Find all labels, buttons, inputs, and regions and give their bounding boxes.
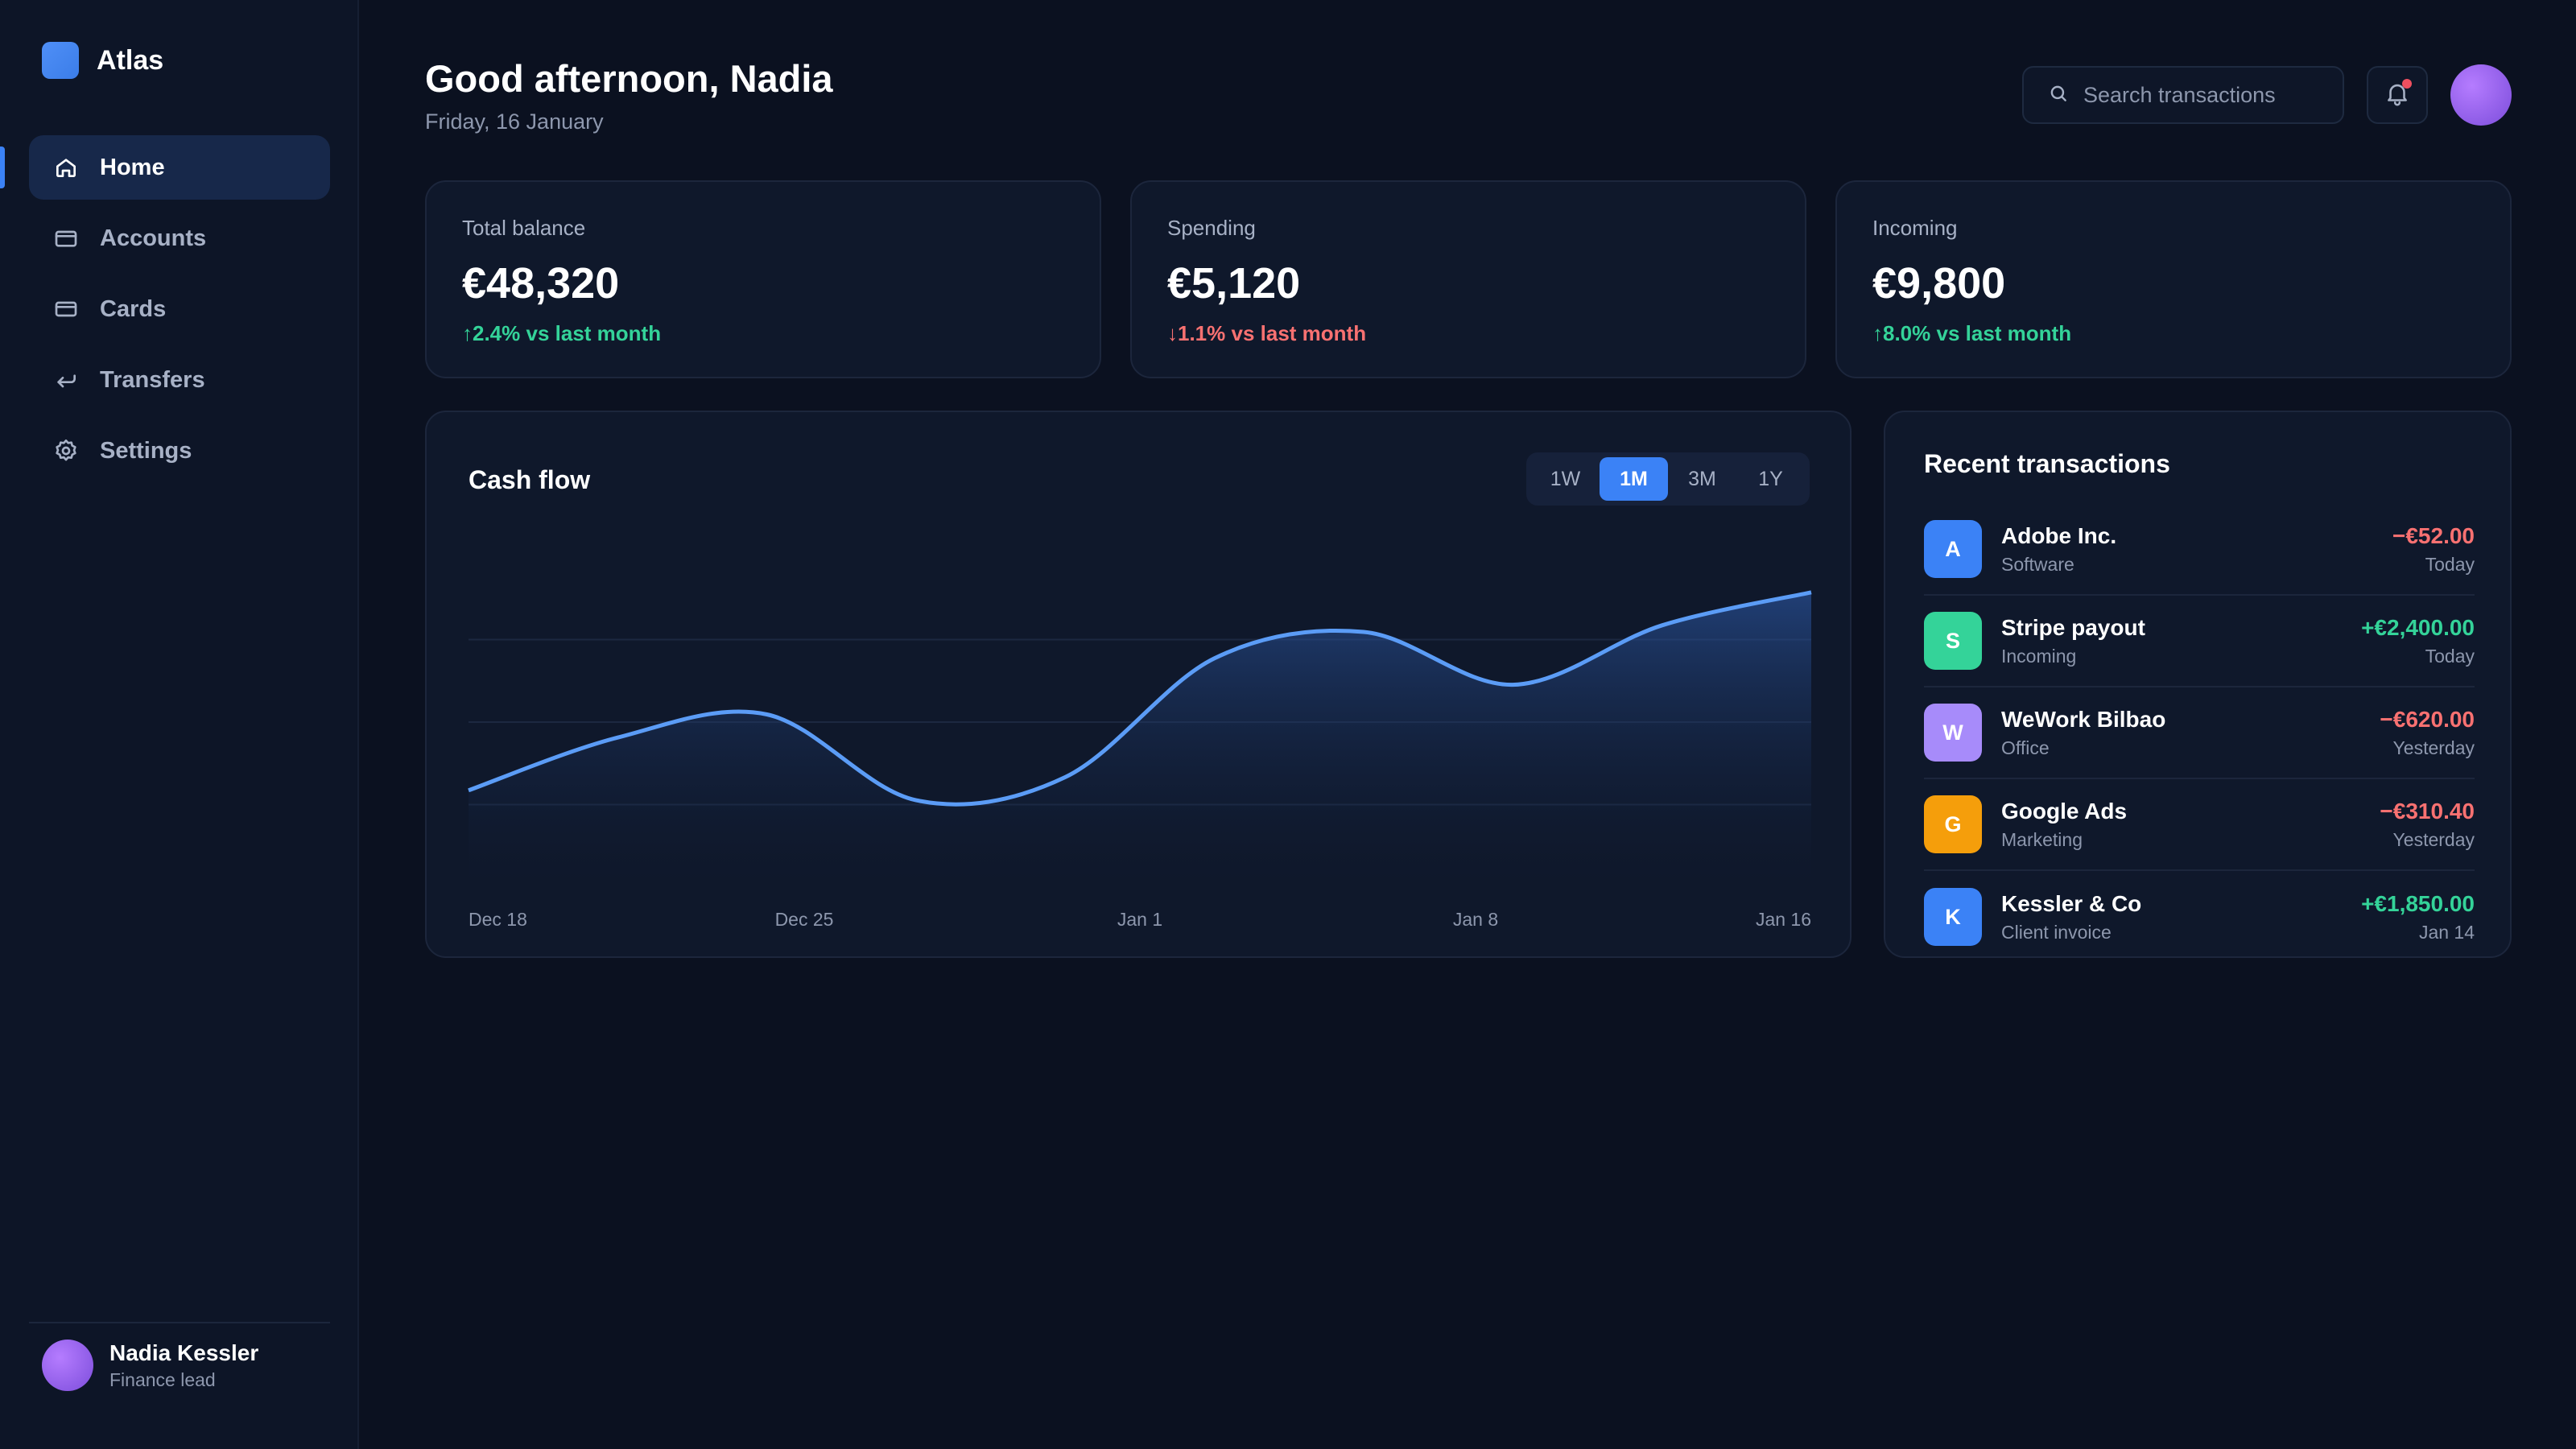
cash-flow-chart: Dec 18 Dec 25 Jan 1 Jan 8 Jan 16 xyxy=(468,590,1812,930)
stat-change: ↑8.0% vs last month xyxy=(1872,321,2072,345)
merchant-badge: K xyxy=(1924,888,1982,946)
card-icon xyxy=(53,296,79,322)
stat-card-spending: Spending €5,120 ↓1.1% vs last month xyxy=(1130,180,1806,378)
timestamp: Today xyxy=(2425,553,2475,575)
sidebar: Atlas Home Accounts Cards Transfers xyxy=(0,0,359,1449)
range-1w-button[interactable]: 1W xyxy=(1531,457,1600,501)
panel-title: Recent transactions xyxy=(1924,449,2170,478)
sidebar-item-label: Cards xyxy=(100,295,167,322)
stat-value: €5,120 xyxy=(1167,259,1301,308)
range-1y-button[interactable]: 1Y xyxy=(1736,457,1805,501)
page-title: Good afternoon, Nadia xyxy=(425,57,833,100)
user-profile[interactable]: Nadia Kessler Finance lead xyxy=(42,1340,258,1391)
merchant-name: WeWork Bilbao xyxy=(2001,706,2166,732)
bell-icon xyxy=(2384,80,2411,111)
transactions-list: A Adobe Inc. Software −€52.00 Today S St… xyxy=(1924,504,2475,963)
sidebar-item-cards[interactable]: Cards xyxy=(29,277,330,341)
gear-icon xyxy=(53,438,79,464)
merchant-category: Incoming xyxy=(2001,645,2077,667)
atlas-logo-icon xyxy=(42,42,79,79)
timestamp: Jan 14 xyxy=(2418,921,2475,943)
notifications-button[interactable] xyxy=(2367,66,2428,124)
timestamp: Today xyxy=(2425,645,2475,667)
amount: +€1,850.00 xyxy=(2361,890,2475,916)
notification-dot xyxy=(2402,79,2412,89)
search-input[interactable] xyxy=(2083,82,2341,108)
cash-flow-panel: Cash flow 1W 1M 3M 1Y Dec 18 Dec 25 Jan 1 J… xyxy=(425,411,1852,958)
merchant-name: Google Ads xyxy=(2001,798,2128,824)
merchant-name: Adobe Inc. xyxy=(2001,522,2117,548)
sidebar-item-settings[interactable]: Settings xyxy=(29,419,330,483)
sidebar-nav: Home Accounts Cards Transfers Settings xyxy=(0,135,330,489)
stat-label: Spending xyxy=(1167,216,1256,240)
merchant-name: Stripe payout xyxy=(2001,614,2145,640)
cash-flow-line xyxy=(468,590,1812,807)
range-3m-button[interactable]: 3M xyxy=(1668,457,1736,501)
amount: +€2,400.00 xyxy=(2361,614,2475,640)
avatar[interactable] xyxy=(2450,64,2512,126)
x-tick-label: Dec 25 xyxy=(775,909,834,930)
sidebar-item-label: Transfers xyxy=(100,366,205,393)
arrow-down-icon: ↓ xyxy=(1167,321,1178,345)
search-icon xyxy=(2048,83,2069,108)
amount: −€52.00 xyxy=(2392,522,2475,548)
merchant-badge: A xyxy=(1924,520,1982,578)
merchant-badge: S xyxy=(1924,612,1982,670)
x-tick-label: Dec 18 xyxy=(469,909,527,930)
wallet-icon xyxy=(53,225,79,251)
list-item[interactable]: G Google Ads Marketing −€310.40 Yesterda… xyxy=(1924,779,2475,871)
range-1m-button[interactable]: 1M xyxy=(1600,457,1668,501)
stat-value: €9,800 xyxy=(1872,259,2006,308)
sidebar-item-home[interactable]: Home xyxy=(0,135,330,200)
sidebar-item-label: Home xyxy=(100,154,165,180)
panel-title: Cash flow xyxy=(469,465,591,494)
merchant-badge: W xyxy=(1924,704,1982,762)
timestamp: Yesterday xyxy=(2392,828,2475,850)
transfer-icon xyxy=(53,367,79,393)
merchant-category: Software xyxy=(2001,553,2074,575)
sidebar-item-label: Accounts xyxy=(100,225,207,251)
user-name: Nadia Kessler xyxy=(109,1340,259,1365)
brand-name: Atlas xyxy=(97,44,164,76)
list-item[interactable]: S Stripe payout Incoming +€2,400.00 Toda… xyxy=(1924,596,2475,687)
amount: −€620.00 xyxy=(2380,706,2475,732)
x-tick-label: Jan 16 xyxy=(1756,909,1811,930)
user-role: Finance lead xyxy=(109,1368,216,1390)
merchant-category: Marketing xyxy=(2001,828,2083,850)
amount: −€310.40 xyxy=(2380,798,2475,824)
arrow-up-icon: ↑ xyxy=(462,321,473,345)
home-icon xyxy=(53,155,79,180)
merchant-category: Client invoice xyxy=(2001,921,2112,943)
timestamp: Yesterday xyxy=(2392,737,2475,758)
search-box[interactable] xyxy=(2022,66,2344,124)
list-item[interactable]: K Kessler & Co Client invoice +€1,850.00… xyxy=(1924,871,2475,963)
page-date: Friday, 16 January xyxy=(425,109,604,134)
x-tick-label: Jan 1 xyxy=(1117,909,1162,930)
stat-change: ↓1.1% vs last month xyxy=(1167,321,1367,345)
stat-value: €48,320 xyxy=(462,259,620,308)
list-item[interactable]: W WeWork Bilbao Office −€620.00 Yesterda… xyxy=(1924,687,2475,779)
arrow-up-icon: ↑ xyxy=(1872,321,1883,345)
brand[interactable]: Atlas xyxy=(42,42,163,79)
stat-card-incoming: Incoming €9,800 ↑8.0% vs last month xyxy=(1835,180,2512,378)
stat-card-total-balance: Total balance €48,320 ↑2.4% vs last mont… xyxy=(425,180,1101,378)
sidebar-item-label: Settings xyxy=(100,437,192,464)
merchant-category: Office xyxy=(2001,737,2050,758)
stat-label: Total balance xyxy=(462,216,586,240)
sidebar-item-transfers[interactable]: Transfers xyxy=(29,348,330,412)
divider xyxy=(29,1322,330,1323)
stat-change: ↑2.4% vs last month xyxy=(462,321,662,345)
sidebar-item-accounts[interactable]: Accounts xyxy=(29,206,330,270)
stat-label: Incoming xyxy=(1872,216,1958,240)
avatar xyxy=(42,1340,93,1391)
list-item[interactable]: A Adobe Inc. Software −€52.00 Today xyxy=(1924,504,2475,596)
range-selector: 1W 1M 3M 1Y xyxy=(1526,452,1810,506)
recent-transactions-panel: Recent transactions A Adobe Inc. Softwar… xyxy=(1884,411,2512,958)
cash-flow-area xyxy=(469,592,1811,887)
merchant-name: Kessler & Co xyxy=(2001,890,2142,916)
merchant-badge: G xyxy=(1924,795,1982,853)
x-tick-label: Jan 8 xyxy=(1453,909,1498,930)
